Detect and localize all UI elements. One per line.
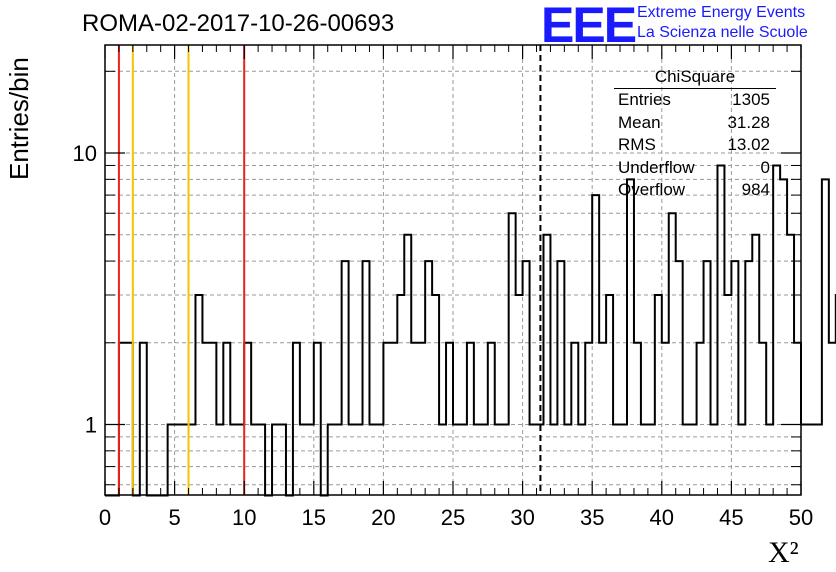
- x-tick-label: 45: [719, 505, 743, 530]
- stats-label: RMS: [618, 135, 656, 154]
- x-tick-label: 5: [168, 505, 180, 530]
- stats-value: 13.02: [727, 135, 770, 154]
- stats-value: 0: [760, 157, 770, 177]
- stats-box: ChiSquare Entries 1305 Mean 31.28 RMS 13…: [612, 66, 778, 202]
- stats-label: Entries: [618, 90, 671, 109]
- logo-title-line: Extreme Energy Events: [637, 4, 806, 21]
- x-axis-label: X²: [768, 536, 799, 569]
- stats-value: 1305: [732, 90, 770, 109]
- x-tick-label: 15: [302, 505, 326, 530]
- x-tick-label: 35: [580, 505, 604, 530]
- x-tick-label: 50: [789, 505, 813, 530]
- stats-row-entries: Entries 1305: [612, 89, 778, 112]
- x-tick-label: 0: [99, 505, 111, 530]
- stats-label: Overflow: [618, 180, 686, 199]
- y-tick-label: 10: [73, 141, 97, 166]
- x-tick-label: 10: [232, 505, 256, 530]
- stats-row-rms: RMS 13.02: [612, 134, 778, 157]
- x-tick-label: 20: [371, 505, 395, 530]
- y-tick-label: 1: [85, 413, 97, 438]
- stats-row-underflow: Underflow 0: [612, 157, 778, 180]
- eee-logo: EEE: [541, 0, 637, 53]
- run-title: ROMA-02-2017-10-26-00693: [82, 10, 395, 37]
- stats-box-title: ChiSquare: [614, 66, 776, 89]
- y-axis-label: Entries/bin: [4, 57, 34, 180]
- x-tick-label: 40: [650, 505, 674, 530]
- stats-label: Underflow: [618, 157, 695, 177]
- stats-value: 984: [741, 180, 770, 199]
- x-tick-label: 25: [441, 505, 465, 530]
- stats-row-overflow: Overflow 984: [612, 179, 778, 202]
- stats-value: 31.28: [727, 112, 770, 132]
- x-tick-label: 30: [510, 505, 534, 530]
- stats-label: Mean: [618, 112, 661, 132]
- histogram-line: [105, 164, 836, 497]
- stats-row-mean: Mean 31.28: [612, 112, 778, 135]
- logo-subtitle-line: La Scienza nelle Scuole: [637, 24, 808, 41]
